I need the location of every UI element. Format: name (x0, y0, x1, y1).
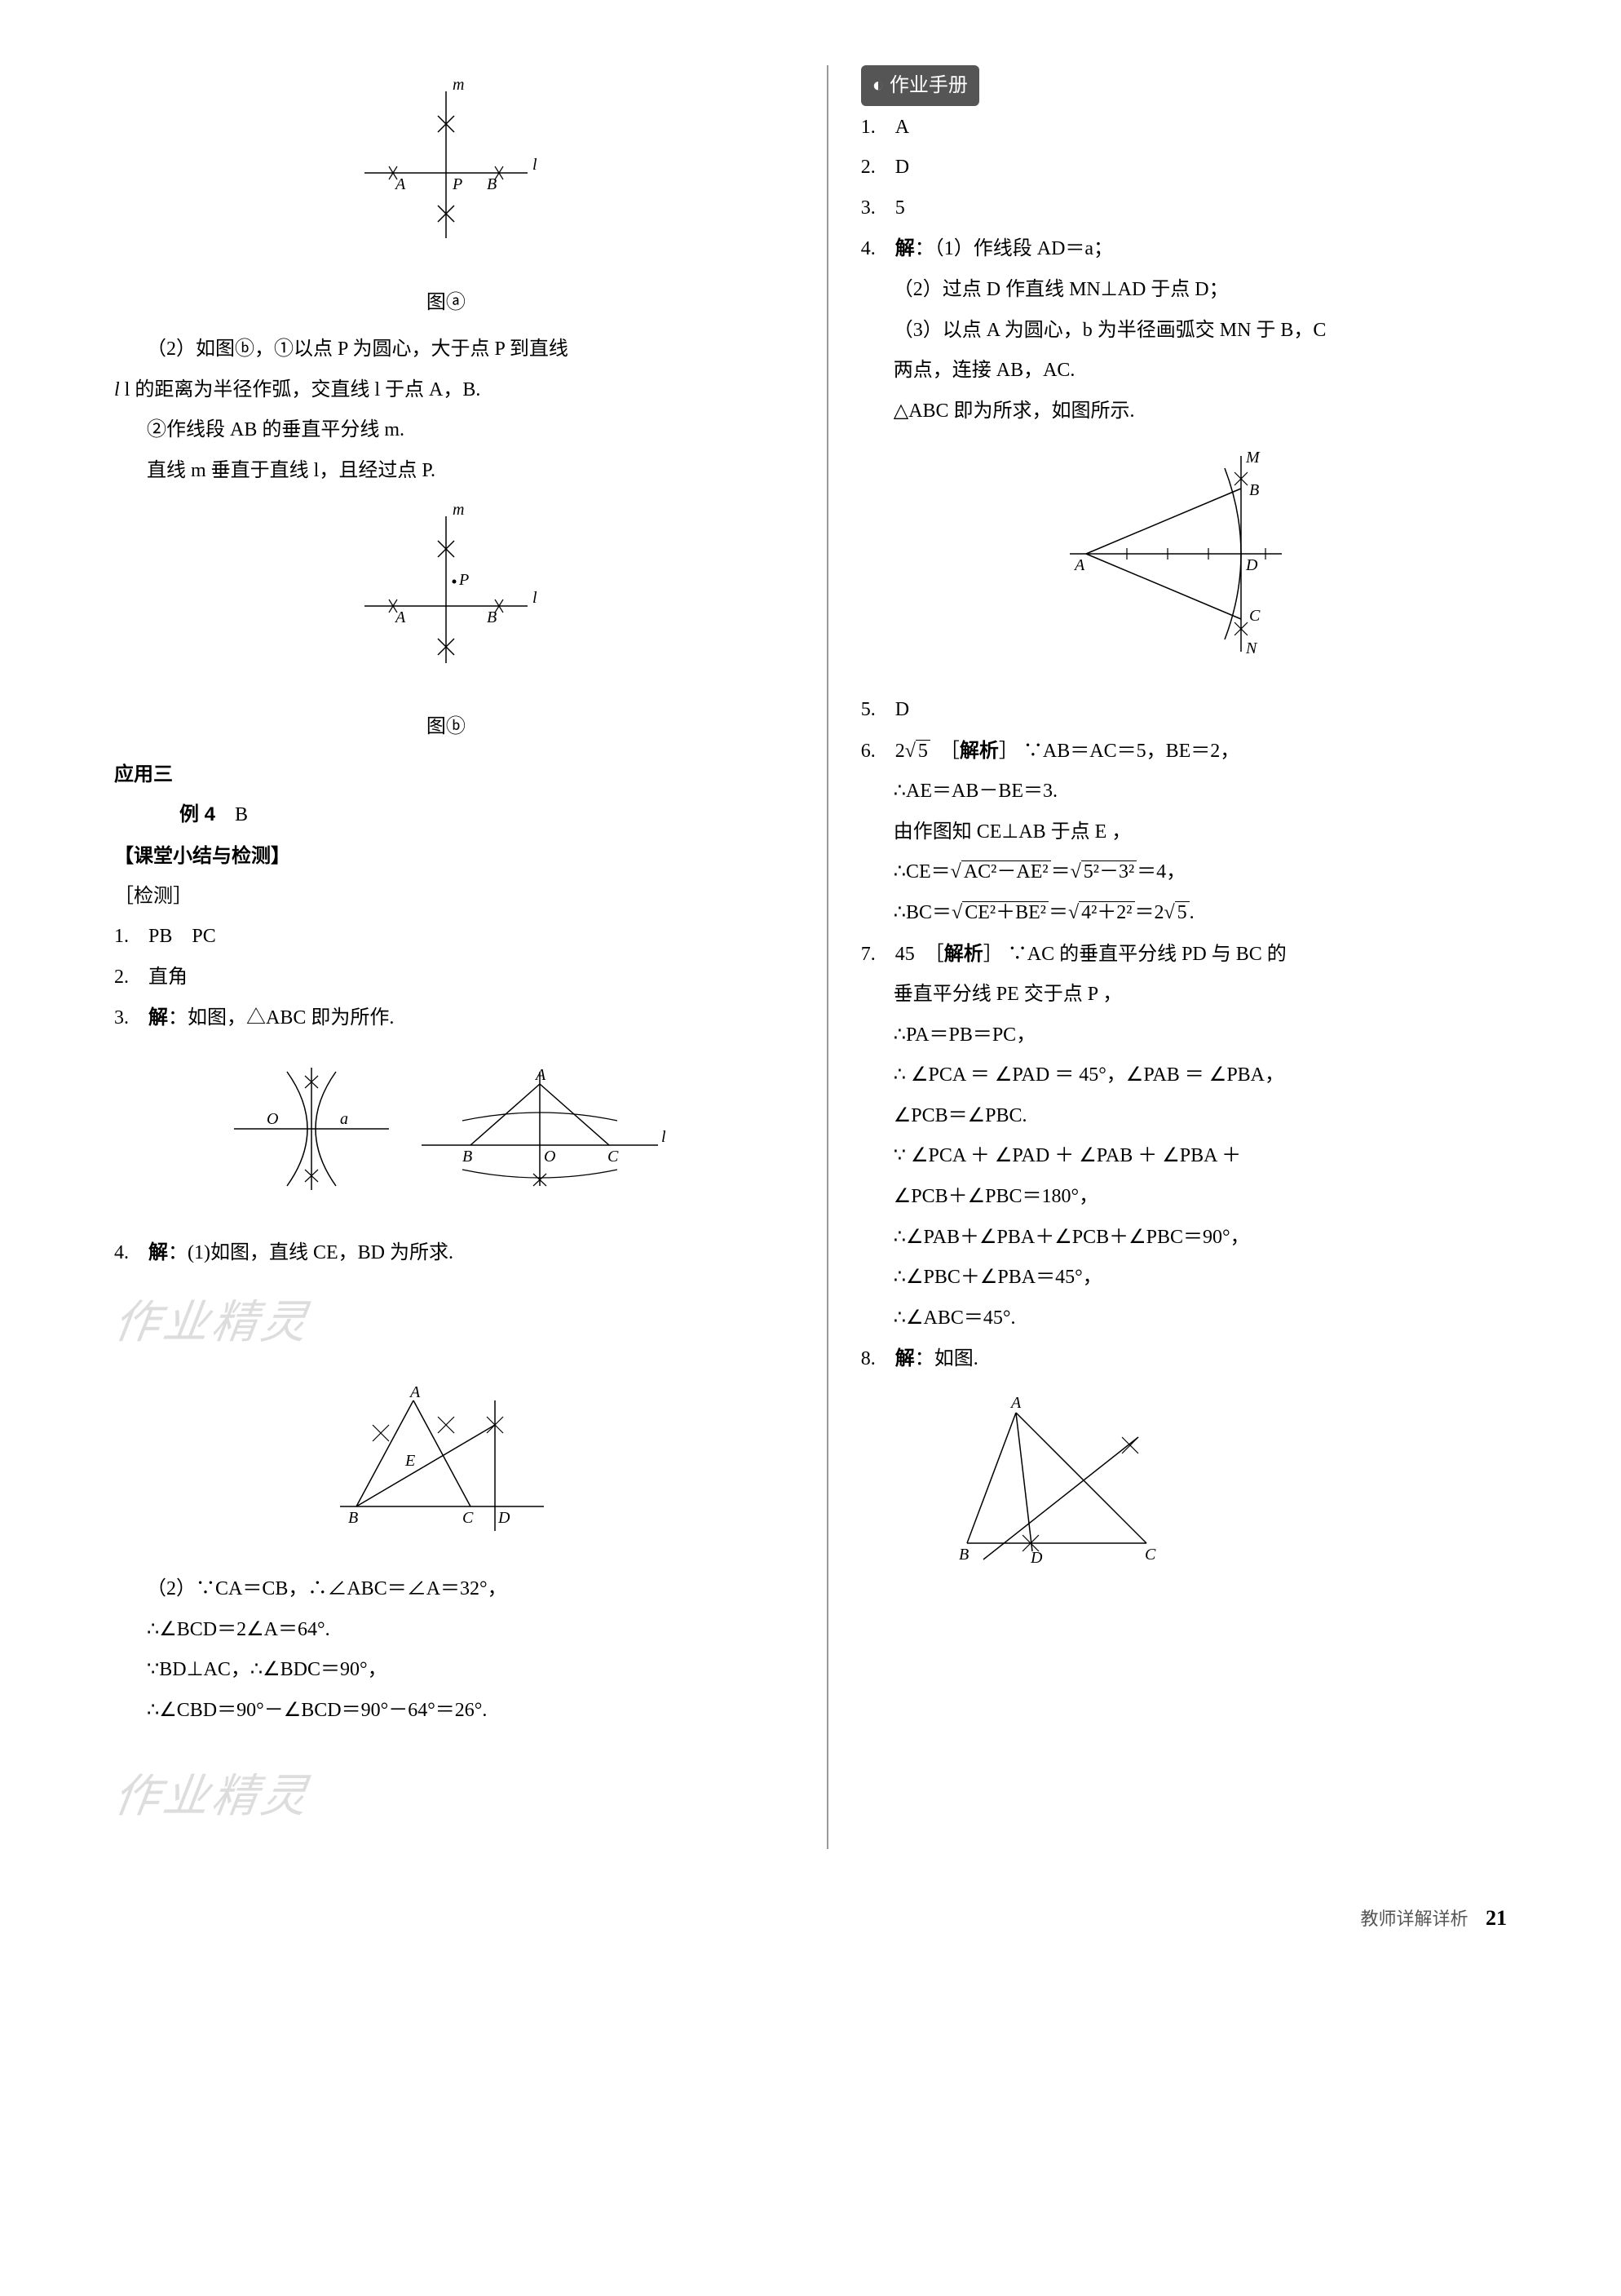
left-a4d: ∵BD⊥AC，∴∠BDC＝90°， (114, 1652, 778, 1689)
right-r6b: ∴AE＝AB－BE＝3. (861, 773, 1507, 811)
watermark-1: 作业精灵 (108, 1280, 784, 1366)
left-p4: 直线 m 垂直于直线 l，且经过点 P. (114, 453, 778, 490)
right-r3: 3. 5 (861, 190, 1507, 228)
right-r2: 2. D (861, 149, 1507, 187)
right-r6: 6. 2√5 ［解析］ ∵AB＝AC＝5，BE＝2， (861, 732, 1507, 771)
right-r7e: ∠PCB＝∠PBC. (861, 1098, 1507, 1135)
svg-text:A: A (1073, 556, 1085, 574)
svg-text:A: A (534, 1066, 546, 1084)
fig-b-B: B (487, 608, 497, 626)
right-r8: 8. 解：如图. (861, 1340, 1507, 1378)
svg-text:D: D (497, 1509, 510, 1527)
svg-text:C: C (1249, 607, 1261, 625)
right-r6e: ∴BC＝√CE²＋BE²＝√4²＋2²＝2√5. (861, 895, 1507, 932)
left-p3: ②作线段 AB 的垂直平分线 m. (114, 412, 778, 449)
right-r4e: △ABC 即为所求，如图所示. (861, 393, 1507, 431)
left-p2: l l 的距离为半径作弧，交直线 l 于点 A，B. (114, 372, 778, 409)
left-a3: 3. 解：如图，△ABC 即为所作. (114, 999, 778, 1037)
left-a4c: ∴∠BCD＝2∠A＝64°. (114, 1612, 778, 1649)
right-r7f: ∵ ∠PCA ＋ ∠PAD ＋ ∠PAB ＋ ∠PBA ＋ (861, 1138, 1507, 1175)
fig-a-m: m (453, 76, 464, 94)
right-r4d: 两点，连接 AB，AC. (861, 352, 1507, 390)
watermark-2: 作业精灵 (108, 1754, 784, 1840)
right-r5: 5. D (861, 692, 1507, 729)
svg-text:C: C (1145, 1546, 1156, 1564)
fig-a-A: A (394, 175, 406, 193)
fig-b-caption: 图ⓑ (114, 709, 778, 746)
svg-text:A: A (409, 1383, 421, 1401)
figure-3: O a A B O C l (114, 1047, 778, 1224)
page-number: 21 (1486, 1906, 1507, 1930)
left-section-hdr: 【课堂小结与检测】 (114, 838, 778, 875)
fig-a-l: l (532, 156, 537, 174)
fig-b-P: P (458, 571, 469, 589)
right-r6c: 由作图知 CE⊥AB 于点 E ， (861, 814, 1507, 852)
figure-a: m l A P B 图ⓐ (114, 75, 778, 321)
left-ying3: 应用三 (114, 756, 778, 794)
svg-text:A: A (1009, 1394, 1022, 1412)
right-r4c: （3）以点 A 为圆心，b 为半径画弧交 MN 于 B，C (861, 312, 1507, 350)
fig-b-A: A (394, 608, 406, 626)
right-r7i: ∴∠PBC＋∠PBA＝45°， (861, 1259, 1507, 1297)
svg-text:B: B (1249, 481, 1259, 499)
left-a4b: （2）∵CA＝CB，∴∠ABC＝∠A＝32°， (114, 1571, 778, 1608)
left-column: m l A P B 图ⓐ （2）如图ⓑ，①以点 P 为圆心，大于点 P 到直线 … (114, 65, 794, 1849)
right-r1: 1. A (861, 109, 1507, 147)
figure-r4: M B A D C N (861, 440, 1507, 682)
svg-text:a: a (340, 1110, 348, 1128)
right-r7j: ∴∠ABC＝45°. (861, 1300, 1507, 1338)
svg-text:B: B (959, 1546, 969, 1564)
svg-text:M: M (1245, 449, 1261, 467)
right-r7h: ∴∠PAB＋∠PBA＋∠PCB＋∠PBC＝90°， (861, 1219, 1507, 1257)
left-a1: 1. PB PC (114, 918, 778, 956)
svg-text:N: N (1245, 639, 1258, 657)
left-p1: （2）如图ⓑ，①以点 P 为圆心，大于点 P 到直线 (114, 331, 778, 369)
left-a4e: ∴∠CBD＝90°－∠BCD＝90°－64°＝26°. (114, 1692, 778, 1730)
svg-text:D: D (1030, 1549, 1043, 1567)
fig-b-l: l (532, 589, 537, 607)
svg-text:O: O (544, 1148, 555, 1166)
figure-4: A B C D E (114, 1376, 778, 1561)
right-r7g: ∠PCB＋∠PBC＝180°， (861, 1179, 1507, 1216)
svg-text:O: O (267, 1110, 278, 1128)
fig-a-P: P (452, 175, 462, 193)
right-r4b: （2）过点 D 作直线 MN⊥AD 于点 D； (861, 272, 1507, 309)
svg-text:C: C (607, 1148, 619, 1166)
right-r7b: 垂直平分线 PE 交于点 P ， (861, 976, 1507, 1014)
left-li4: 例 4 B (114, 796, 778, 834)
figure-r8: A B C D (861, 1388, 1507, 1582)
svg-text:B: B (348, 1509, 358, 1527)
right-column: ◐ 作业手册 1. A 2. D 3. 5 4. 解：（1）作线段 AD＝a； … (827, 65, 1507, 1849)
svg-text:B: B (462, 1148, 472, 1166)
fig-a-caption: 图ⓐ (114, 285, 778, 322)
fig-b-m: m (453, 501, 464, 519)
left-jiance: ［检测］ (114, 878, 778, 916)
right-r7: 7. 45 ［解析］ ∵AC 的垂直平分线 PD 与 BC 的 (861, 936, 1507, 974)
fig-a-B: B (487, 175, 497, 193)
svg-text:D: D (1245, 556, 1258, 574)
right-r6d: ∴CE＝√AC²－AE²＝√5²－3²＝4， (861, 854, 1507, 891)
footer-label: 教师详解详析 (1360, 1909, 1468, 1929)
svg-text:E: E (404, 1452, 415, 1470)
right-r7d: ∴ ∠PCA ＝ ∠PAD ＝ 45°，∠PAB ＝ ∠PBA， (861, 1057, 1507, 1095)
right-r4: 4. 解：（1）作线段 AD＝a； (861, 230, 1507, 268)
figure-b: m l A P B 图ⓑ (114, 500, 778, 746)
left-a4: 4. 解：(1)如图，直线 CE，BD 为所求. (114, 1234, 778, 1272)
page-footer: 教师详解详析 21 (114, 1898, 1507, 1938)
svg-text:C: C (462, 1509, 474, 1527)
workbook-badge: ◐ 作业手册 (861, 65, 979, 106)
right-r7c: ∴PA＝PB＝PC， (861, 1017, 1507, 1055)
svg-text:l: l (661, 1128, 666, 1146)
left-a2: 2. 直角 (114, 959, 778, 997)
